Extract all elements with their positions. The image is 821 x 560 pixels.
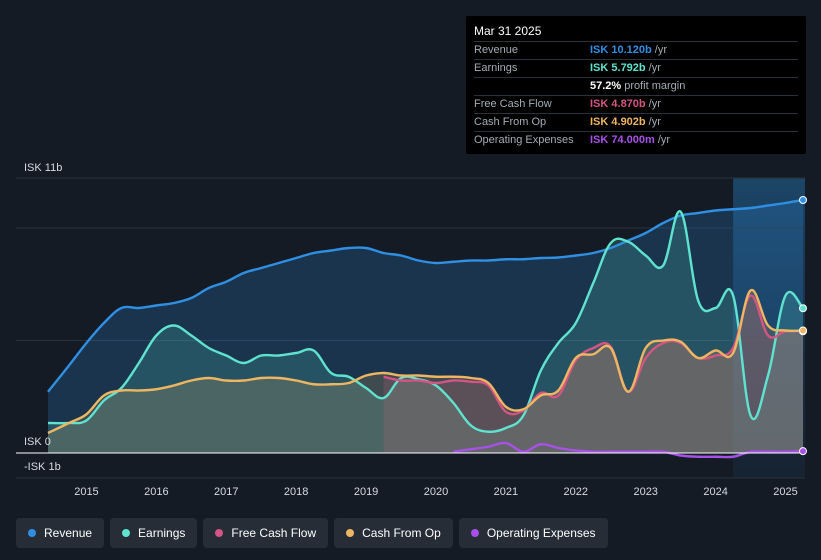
legend-item-cash-from-op[interactable]: Cash From Op: [334, 518, 453, 548]
legend-dot-icon: [346, 529, 355, 537]
tooltip-label: Revenue: [474, 44, 519, 56]
x-tick-label: 2023: [633, 486, 657, 498]
x-tick-label: 2016: [144, 486, 168, 498]
tooltip-value: ISK 74.000m: [590, 134, 655, 146]
legend-label: Revenue: [44, 526, 93, 540]
x-tick-label: 2020: [424, 486, 448, 498]
x-tick-label: 2021: [494, 486, 518, 498]
y-axis-top-label: ISK 11b: [24, 162, 62, 174]
legend-label: Cash From Op: [362, 526, 441, 540]
data-tooltip: Mar 31 2025 Revenue ISK 10.120b /yr Earn…: [466, 16, 806, 154]
free-cash-flow-area: [383, 295, 803, 453]
tooltip-value: ISK 4.902b: [590, 116, 646, 128]
cash-from-op-line: [47, 289, 804, 435]
series-lines: [47, 198, 804, 459]
tooltip-label: Free Cash Flow: [474, 98, 552, 110]
x-tick-label: 2018: [284, 486, 308, 498]
legend-item-operating-expenses[interactable]: Operating Expenses: [458, 518, 608, 548]
tooltip-row-revenue: Revenue ISK 10.120b /yr: [474, 41, 798, 59]
legend-item-free-cash-flow[interactable]: Free Cash Flow: [203, 518, 329, 548]
revenue-line: [47, 198, 804, 393]
tooltip-value: ISK 10.120b: [590, 44, 652, 56]
tooltip-date: Mar 31 2025: [474, 24, 542, 38]
tooltip-label: Earnings: [474, 62, 518, 74]
revenue-end-dot: [799, 196, 807, 204]
x-tick-label: 2024: [703, 486, 727, 498]
tooltip-unit: /yr: [654, 44, 667, 56]
legend-item-earnings[interactable]: Earnings: [110, 518, 198, 548]
tooltip-value: 57.2%: [590, 80, 622, 92]
x-axis-ticks: 2015 2016 2017 2018 2019 2020 2021 2022 2023 2024…: [74, 486, 798, 498]
tooltip-unit: profit margin: [624, 80, 686, 92]
tooltip-row-operating-expenses: Operating Expenses ISK 74.000m /yr: [474, 131, 798, 149]
tooltip-unit: /yr: [657, 134, 671, 146]
chart-legend: Revenue Earnings Free Cash Flow Cash Fro…: [16, 518, 608, 548]
earnings-line: [47, 210, 804, 434]
earnings-area: [48, 211, 803, 453]
tooltip-row-free-cash-flow: Free Cash Flow ISK 4.870b /yr: [474, 95, 798, 113]
legend-dot-icon: [28, 529, 36, 537]
tooltip-label: Cash From Op: [474, 116, 547, 128]
tooltip-row-profit-margin: 57.2% profit margin: [474, 77, 798, 95]
tooltip-label: Operating Expenses: [474, 134, 574, 146]
x-tick-label: 2015: [74, 486, 98, 498]
tooltip-row-cash-from-op: Cash From Op ISK 4.902b /yr: [474, 113, 798, 131]
legend-label: Free Cash Flow: [231, 526, 317, 540]
cash-from-op-end-dot: [799, 326, 807, 335]
tooltip-unit: /yr: [648, 62, 661, 74]
legend-label: Earnings: [138, 526, 186, 540]
tooltip-unit: /yr: [648, 116, 661, 128]
operating-expenses-end-dot: [799, 447, 807, 456]
y-axis-zero-label: ISK 0: [24, 436, 51, 448]
tooltip-value: ISK 4.870b: [590, 98, 646, 110]
y-axis-bottom-label: -ISK 1b: [24, 461, 61, 473]
x-tick-label: 2025: [773, 486, 797, 498]
legend-label: Operating Expenses: [486, 526, 596, 540]
legend-dot-icon: [122, 529, 131, 537]
tooltip-value: ISK 5.792b: [590, 62, 646, 74]
series-end-markers: [799, 196, 807, 456]
tooltip-unit: /yr: [648, 98, 661, 110]
x-tick-label: 2022: [564, 486, 588, 498]
legend-item-revenue[interactable]: Revenue: [16, 518, 105, 548]
legend-dot-icon: [470, 529, 479, 537]
revenue-area: [48, 200, 803, 453]
tooltip-row-earnings: Earnings ISK 5.792b /yr: [474, 59, 798, 77]
series-areas: [48, 200, 803, 453]
legend-dot-icon: [215, 529, 224, 537]
free-cash-flow-line: [383, 294, 804, 416]
x-tick-label: 2017: [214, 486, 238, 498]
tooltip-label: [474, 78, 590, 95]
earnings-end-dot: [799, 304, 807, 313]
cash-from-op-area: [48, 289, 803, 453]
x-tick-label: 2019: [354, 486, 378, 498]
